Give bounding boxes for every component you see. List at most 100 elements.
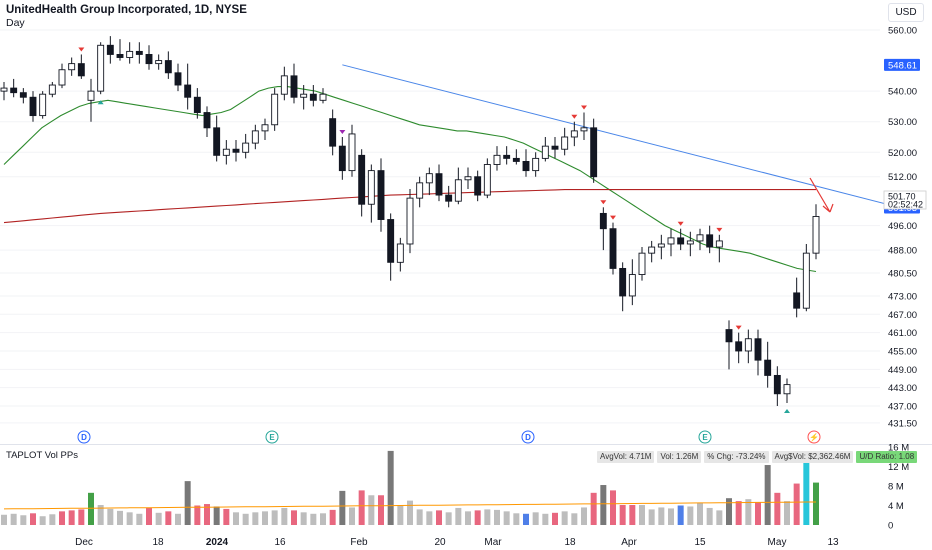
- candle[interactable]: [290, 75, 298, 98]
- candle[interactable]: [29, 96, 37, 117]
- candle[interactable]: [338, 145, 346, 172]
- candle[interactable]: [271, 93, 279, 126]
- volume-bar: [600, 485, 607, 525]
- candle[interactable]: [87, 90, 95, 101]
- candle[interactable]: [445, 194, 453, 202]
- event-marker[interactable]: [77, 430, 91, 444]
- volume-stat: Vol: 1.26M: [657, 451, 702, 463]
- candle[interactable]: [203, 112, 211, 129]
- candle[interactable]: [783, 384, 791, 395]
- candle[interactable]: [387, 219, 395, 263]
- candle[interactable]: [725, 329, 733, 343]
- candle[interactable]: [145, 54, 153, 65]
- candle[interactable]: [493, 154, 501, 165]
- volume-bar: [619, 505, 626, 525]
- candle[interactable]: [744, 338, 752, 352]
- candle[interactable]: [599, 212, 607, 230]
- candle[interactable]: [677, 237, 685, 245]
- candle[interactable]: [686, 240, 694, 245]
- candle[interactable]: [561, 136, 569, 150]
- candle[interactable]: [464, 176, 472, 181]
- candle[interactable]: [193, 96, 201, 113]
- candle[interactable]: [454, 179, 462, 202]
- candle[interactable]: [184, 84, 192, 98]
- price-tick-label: 467.00: [888, 310, 917, 321]
- candle[interactable]: [164, 60, 172, 74]
- volume-indicator-title[interactable]: TAPLOT Vol PPs: [6, 450, 78, 461]
- candle[interactable]: [10, 87, 18, 94]
- candle[interactable]: [773, 374, 781, 395]
- candle[interactable]: [348, 133, 356, 172]
- candle[interactable]: [522, 160, 530, 172]
- candle[interactable]: [764, 359, 772, 376]
- candle[interactable]: [135, 50, 143, 55]
- candle[interactable]: [367, 170, 375, 205]
- candle[interactable]: [590, 127, 598, 178]
- candle[interactable]: [812, 216, 820, 254]
- candle[interactable]: [377, 170, 385, 220]
- event-marker[interactable]: [265, 430, 279, 444]
- candle[interactable]: [406, 197, 414, 245]
- candle[interactable]: [512, 157, 520, 162]
- candle[interactable]: [715, 240, 723, 248]
- candle[interactable]: [793, 292, 801, 309]
- candle[interactable]: [425, 173, 433, 184]
- candle[interactable]: [754, 338, 762, 361]
- candle[interactable]: [735, 341, 743, 352]
- candle[interactable]: [396, 243, 404, 263]
- candle[interactable]: [570, 130, 578, 138]
- candle[interactable]: [532, 157, 540, 172]
- candle[interactable]: [619, 267, 627, 297]
- candle[interactable]: [106, 44, 114, 55]
- candle[interactable]: [628, 274, 636, 297]
- candle[interactable]: [541, 145, 549, 159]
- volume-bar: [204, 504, 210, 525]
- candle[interactable]: [19, 92, 27, 98]
- candle[interactable]: [706, 234, 714, 248]
- candle[interactable]: [77, 63, 85, 77]
- volume-stats: AvgVol: 4.71M Vol: 1.26M% Chg: -73.24% Avg…: [597, 451, 920, 463]
- candle[interactable]: [483, 164, 491, 196]
- candle[interactable]: [68, 63, 76, 71]
- candle[interactable]: [174, 72, 182, 86]
- candle[interactable]: [435, 173, 443, 196]
- candle[interactable]: [232, 148, 240, 153]
- candle[interactable]: [609, 228, 617, 269]
- candle[interactable]: [416, 182, 424, 199]
- candle[interactable]: [251, 130, 259, 144]
- candle[interactable]: [667, 237, 675, 245]
- candle[interactable]: [319, 93, 327, 101]
- candle[interactable]: [657, 243, 665, 248]
- candle[interactable]: [155, 60, 163, 65]
- event-marker[interactable]: [698, 430, 712, 444]
- candle[interactable]: [116, 54, 124, 58]
- candle[interactable]: [802, 252, 810, 309]
- resistance-trendline[interactable]: [342, 64, 901, 208]
- candle[interactable]: [39, 93, 47, 117]
- candle[interactable]: [242, 142, 250, 153]
- candle[interactable]: [213, 127, 221, 156]
- candle[interactable]: [280, 75, 288, 95]
- candle[interactable]: [358, 154, 366, 205]
- candle[interactable]: [696, 234, 704, 242]
- candle[interactable]: [551, 145, 559, 150]
- candle[interactable]: [638, 252, 646, 276]
- candle[interactable]: [58, 69, 66, 86]
- candle[interactable]: [329, 118, 337, 147]
- candle[interactable]: [261, 124, 269, 132]
- candle[interactable]: [222, 148, 230, 156]
- candle[interactable]: [97, 44, 105, 92]
- candle[interactable]: [503, 154, 511, 159]
- candle[interactable]: [474, 176, 482, 196]
- candle[interactable]: [300, 93, 308, 98]
- candle[interactable]: [648, 246, 656, 254]
- candle[interactable]: [309, 93, 317, 101]
- currency-button[interactable]: USD: [888, 3, 924, 22]
- candle[interactable]: [126, 50, 134, 58]
- candle[interactable]: [48, 84, 56, 95]
- candle[interactable]: [0, 87, 8, 92]
- candle[interactable]: [580, 127, 588, 132]
- event-marker[interactable]: [521, 430, 535, 444]
- event-marker[interactable]: [807, 430, 821, 444]
